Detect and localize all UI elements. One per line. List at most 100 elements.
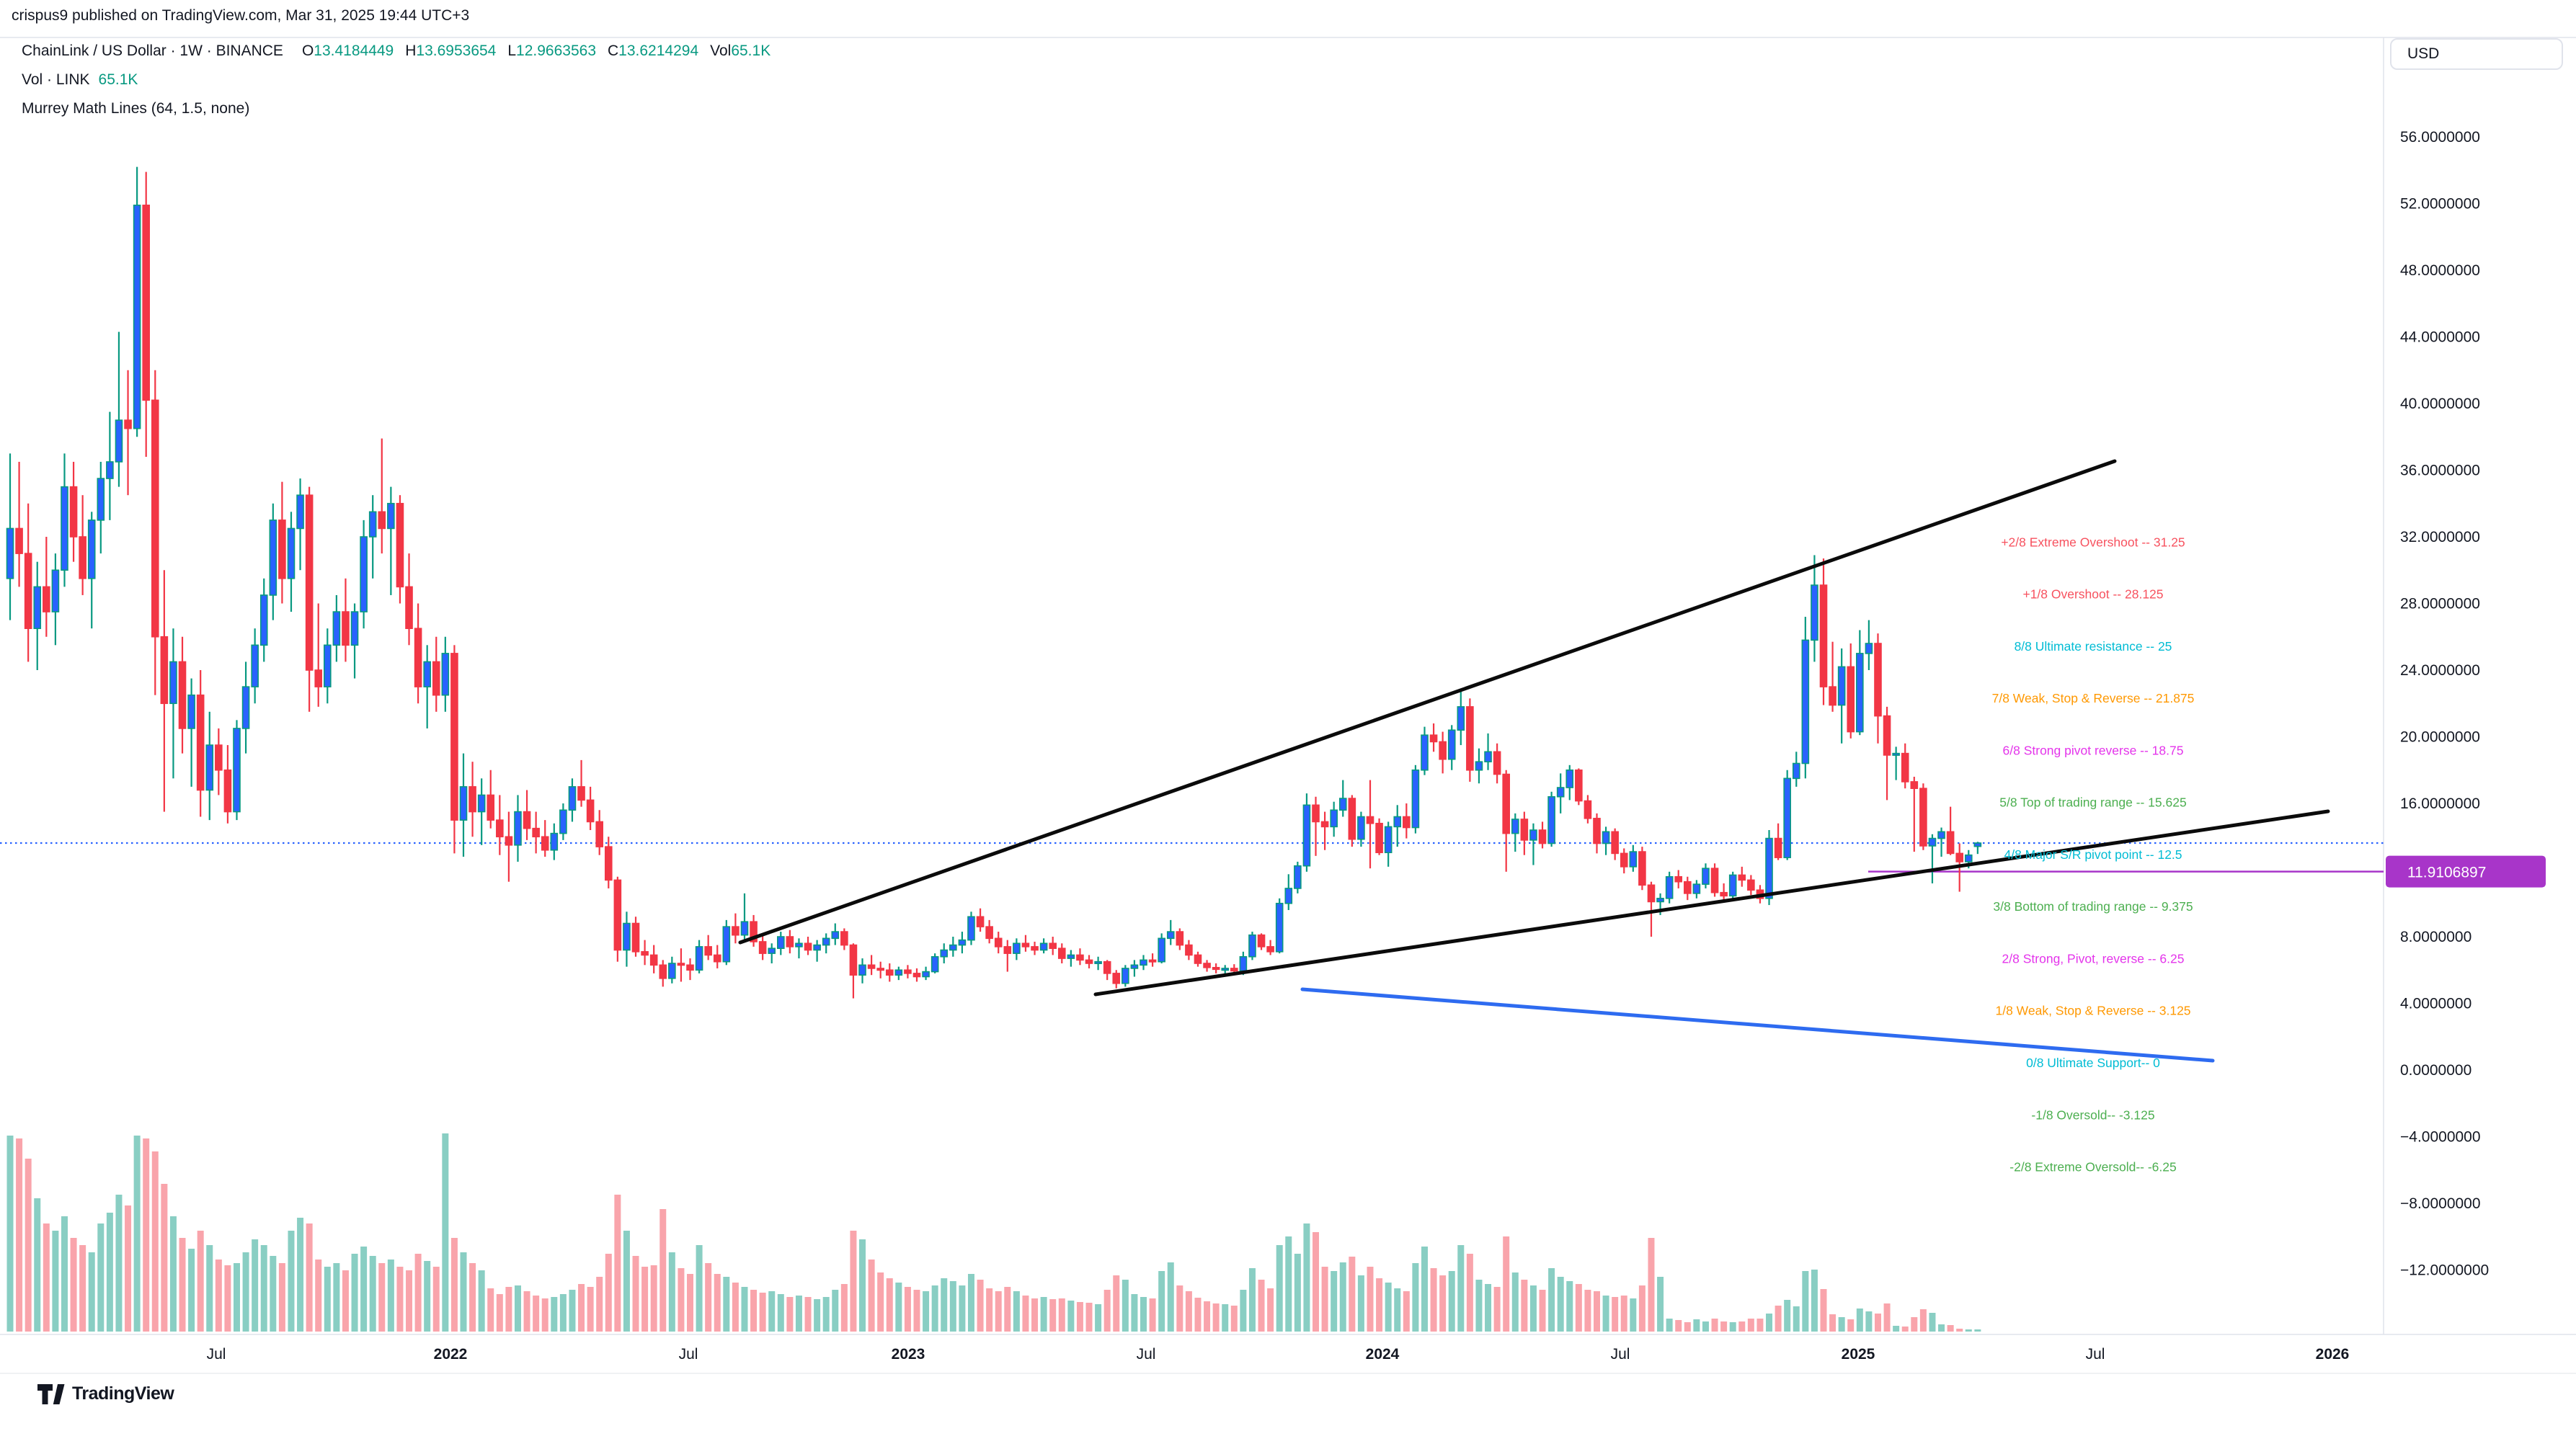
time-tick-label[interactable]: Jul: [679, 1346, 698, 1363]
price-tick-label[interactable]: 0.0000000: [2400, 1062, 2471, 1079]
ohlc-key: H: [405, 43, 417, 59]
volume-bar: [496, 1294, 503, 1332]
price-tick-label[interactable]: 16.0000000: [2400, 795, 2480, 812]
candle-body: [269, 520, 277, 596]
time-tick-label[interactable]: 2022: [434, 1346, 468, 1363]
volume-bar: [297, 1218, 304, 1332]
time-tick-label[interactable]: Jul: [1611, 1346, 1630, 1363]
price-tick-label[interactable]: 32.0000000: [2400, 529, 2480, 545]
volume-bar: [1620, 1296, 1627, 1332]
volume-bar: [678, 1268, 685, 1332]
time-tick-label[interactable]: Jul: [1137, 1346, 1156, 1363]
price-tick-label[interactable]: 48.0000000: [2400, 262, 2480, 279]
candle-body: [1792, 762, 1800, 780]
candle-body: [1076, 954, 1084, 961]
volume-bar: [1158, 1271, 1165, 1332]
legend-indicator-row[interactable]: Murrey Math Lines (64, 1.5, none): [22, 101, 782, 116]
candle-body: [187, 694, 195, 729]
blue-trendline[interactable]: [1300, 987, 2215, 1063]
legend-volume-row[interactable]: Vol · LINK 65.1K: [22, 72, 782, 87]
time-tick-label[interactable]: 2024: [1366, 1346, 1400, 1363]
volume-bar: [1793, 1306, 1800, 1332]
candle-body: [1067, 954, 1075, 959]
volume-bar: [1403, 1291, 1410, 1332]
volume-bar: [623, 1231, 630, 1332]
price-tick-label[interactable]: 4.0000000: [2400, 996, 2471, 1012]
volume-bar: [342, 1270, 349, 1332]
volume-bar: [904, 1287, 911, 1332]
volume-bar: [1901, 1327, 1909, 1332]
volume-bar: [1974, 1329, 1981, 1332]
candle-body: [931, 955, 939, 973]
volume-bar: [406, 1270, 413, 1332]
volume-bar: [1738, 1321, 1746, 1332]
upper-black-trendline[interactable]: [738, 459, 2117, 945]
volume-bar: [197, 1231, 204, 1332]
murrey-level-label: 8/8 Ultimate resistance -- 25: [2015, 639, 2172, 654]
lower-black-trendline[interactable]: [1093, 809, 2330, 997]
time-tick-label[interactable]: Jul: [2086, 1346, 2105, 1363]
ohlc-key: L: [507, 43, 517, 59]
candle-body: [151, 399, 159, 638]
time-tick-label[interactable]: 2023: [892, 1346, 925, 1363]
volume-bar: [850, 1231, 857, 1332]
candle-body: [1375, 822, 1383, 854]
volume-bar: [1511, 1272, 1519, 1332]
legend-symbol-row[interactable]: ChainLink / US Dollar · 1W · BINANCE O13…: [22, 43, 782, 58]
candle-body: [1919, 788, 1927, 847]
volume-bar: [1466, 1254, 1473, 1332]
price-tick-label[interactable]: 24.0000000: [2400, 662, 2480, 679]
volume-bar: [242, 1252, 249, 1332]
volume-bar: [1711, 1319, 1718, 1332]
price-tick-label[interactable]: −8.0000000: [2400, 1195, 2481, 1212]
time-tick-label[interactable]: 2025: [1842, 1346, 1875, 1363]
time-tick-label[interactable]: Jul: [207, 1346, 226, 1363]
candle-body: [1629, 851, 1638, 868]
price-tick-label[interactable]: 20.0000000: [2400, 729, 2480, 746]
volume-bar: [206, 1245, 213, 1332]
volume-bar: [967, 1274, 974, 1332]
volume-bar: [1720, 1321, 1728, 1332]
ohlc-pair: H13.6953654: [405, 43, 496, 59]
price-tick-label[interactable]: 36.0000000: [2400, 463, 2480, 479]
volume-bar: [759, 1293, 766, 1332]
candle-body: [831, 931, 840, 940]
price-tick-label[interactable]: 44.0000000: [2400, 329, 2480, 346]
price-tick-label[interactable]: 56.0000000: [2400, 129, 2480, 146]
candle-body: [223, 769, 232, 813]
candle-body: [87, 520, 96, 579]
candle-body: [1856, 653, 1864, 733]
volume-bar: [1457, 1245, 1465, 1332]
currency-unit-button[interactable]: USD: [2390, 38, 2563, 70]
time-tick-label[interactable]: 2026: [2316, 1346, 2350, 1363]
candle-body: [1910, 781, 1919, 789]
volume-bar: [1648, 1238, 1655, 1332]
price-tick-label[interactable]: 52.0000000: [2400, 196, 2480, 213]
price-tick-label[interactable]: 40.0000000: [2400, 396, 2480, 412]
price-tick-label[interactable]: 8.0000000: [2400, 929, 2471, 945]
candle-body: [994, 937, 1003, 948]
volume-bar: [1248, 1268, 1256, 1332]
candle-body: [541, 836, 549, 851]
candle-body: [641, 951, 649, 956]
volume-bar: [1031, 1298, 1039, 1332]
price-tick-label[interactable]: −4.0000000: [2400, 1129, 2481, 1146]
candle-body: [314, 669, 323, 687]
tradingview-watermark[interactable]: TradingView: [37, 1383, 174, 1404]
volume-bar: [1529, 1285, 1537, 1332]
candle-body: [1457, 706, 1465, 731]
candle-body: [1112, 973, 1121, 984]
volume-bar: [1838, 1317, 1845, 1332]
candle-body: [876, 968, 884, 971]
candle-wick: [507, 811, 510, 882]
price-tick-label[interactable]: −12.0000000: [2400, 1262, 2489, 1279]
indicator-label: Murrey Math Lines (64, 1.5, none): [22, 100, 250, 117]
volume-bar: [768, 1291, 776, 1332]
price-tick-label[interactable]: 28.0000000: [2400, 596, 2480, 612]
candle-body: [296, 494, 304, 530]
candle-body: [1819, 584, 1828, 687]
candle-body: [985, 926, 993, 940]
candle-body: [1883, 715, 1891, 756]
volume-bar: [804, 1297, 812, 1332]
